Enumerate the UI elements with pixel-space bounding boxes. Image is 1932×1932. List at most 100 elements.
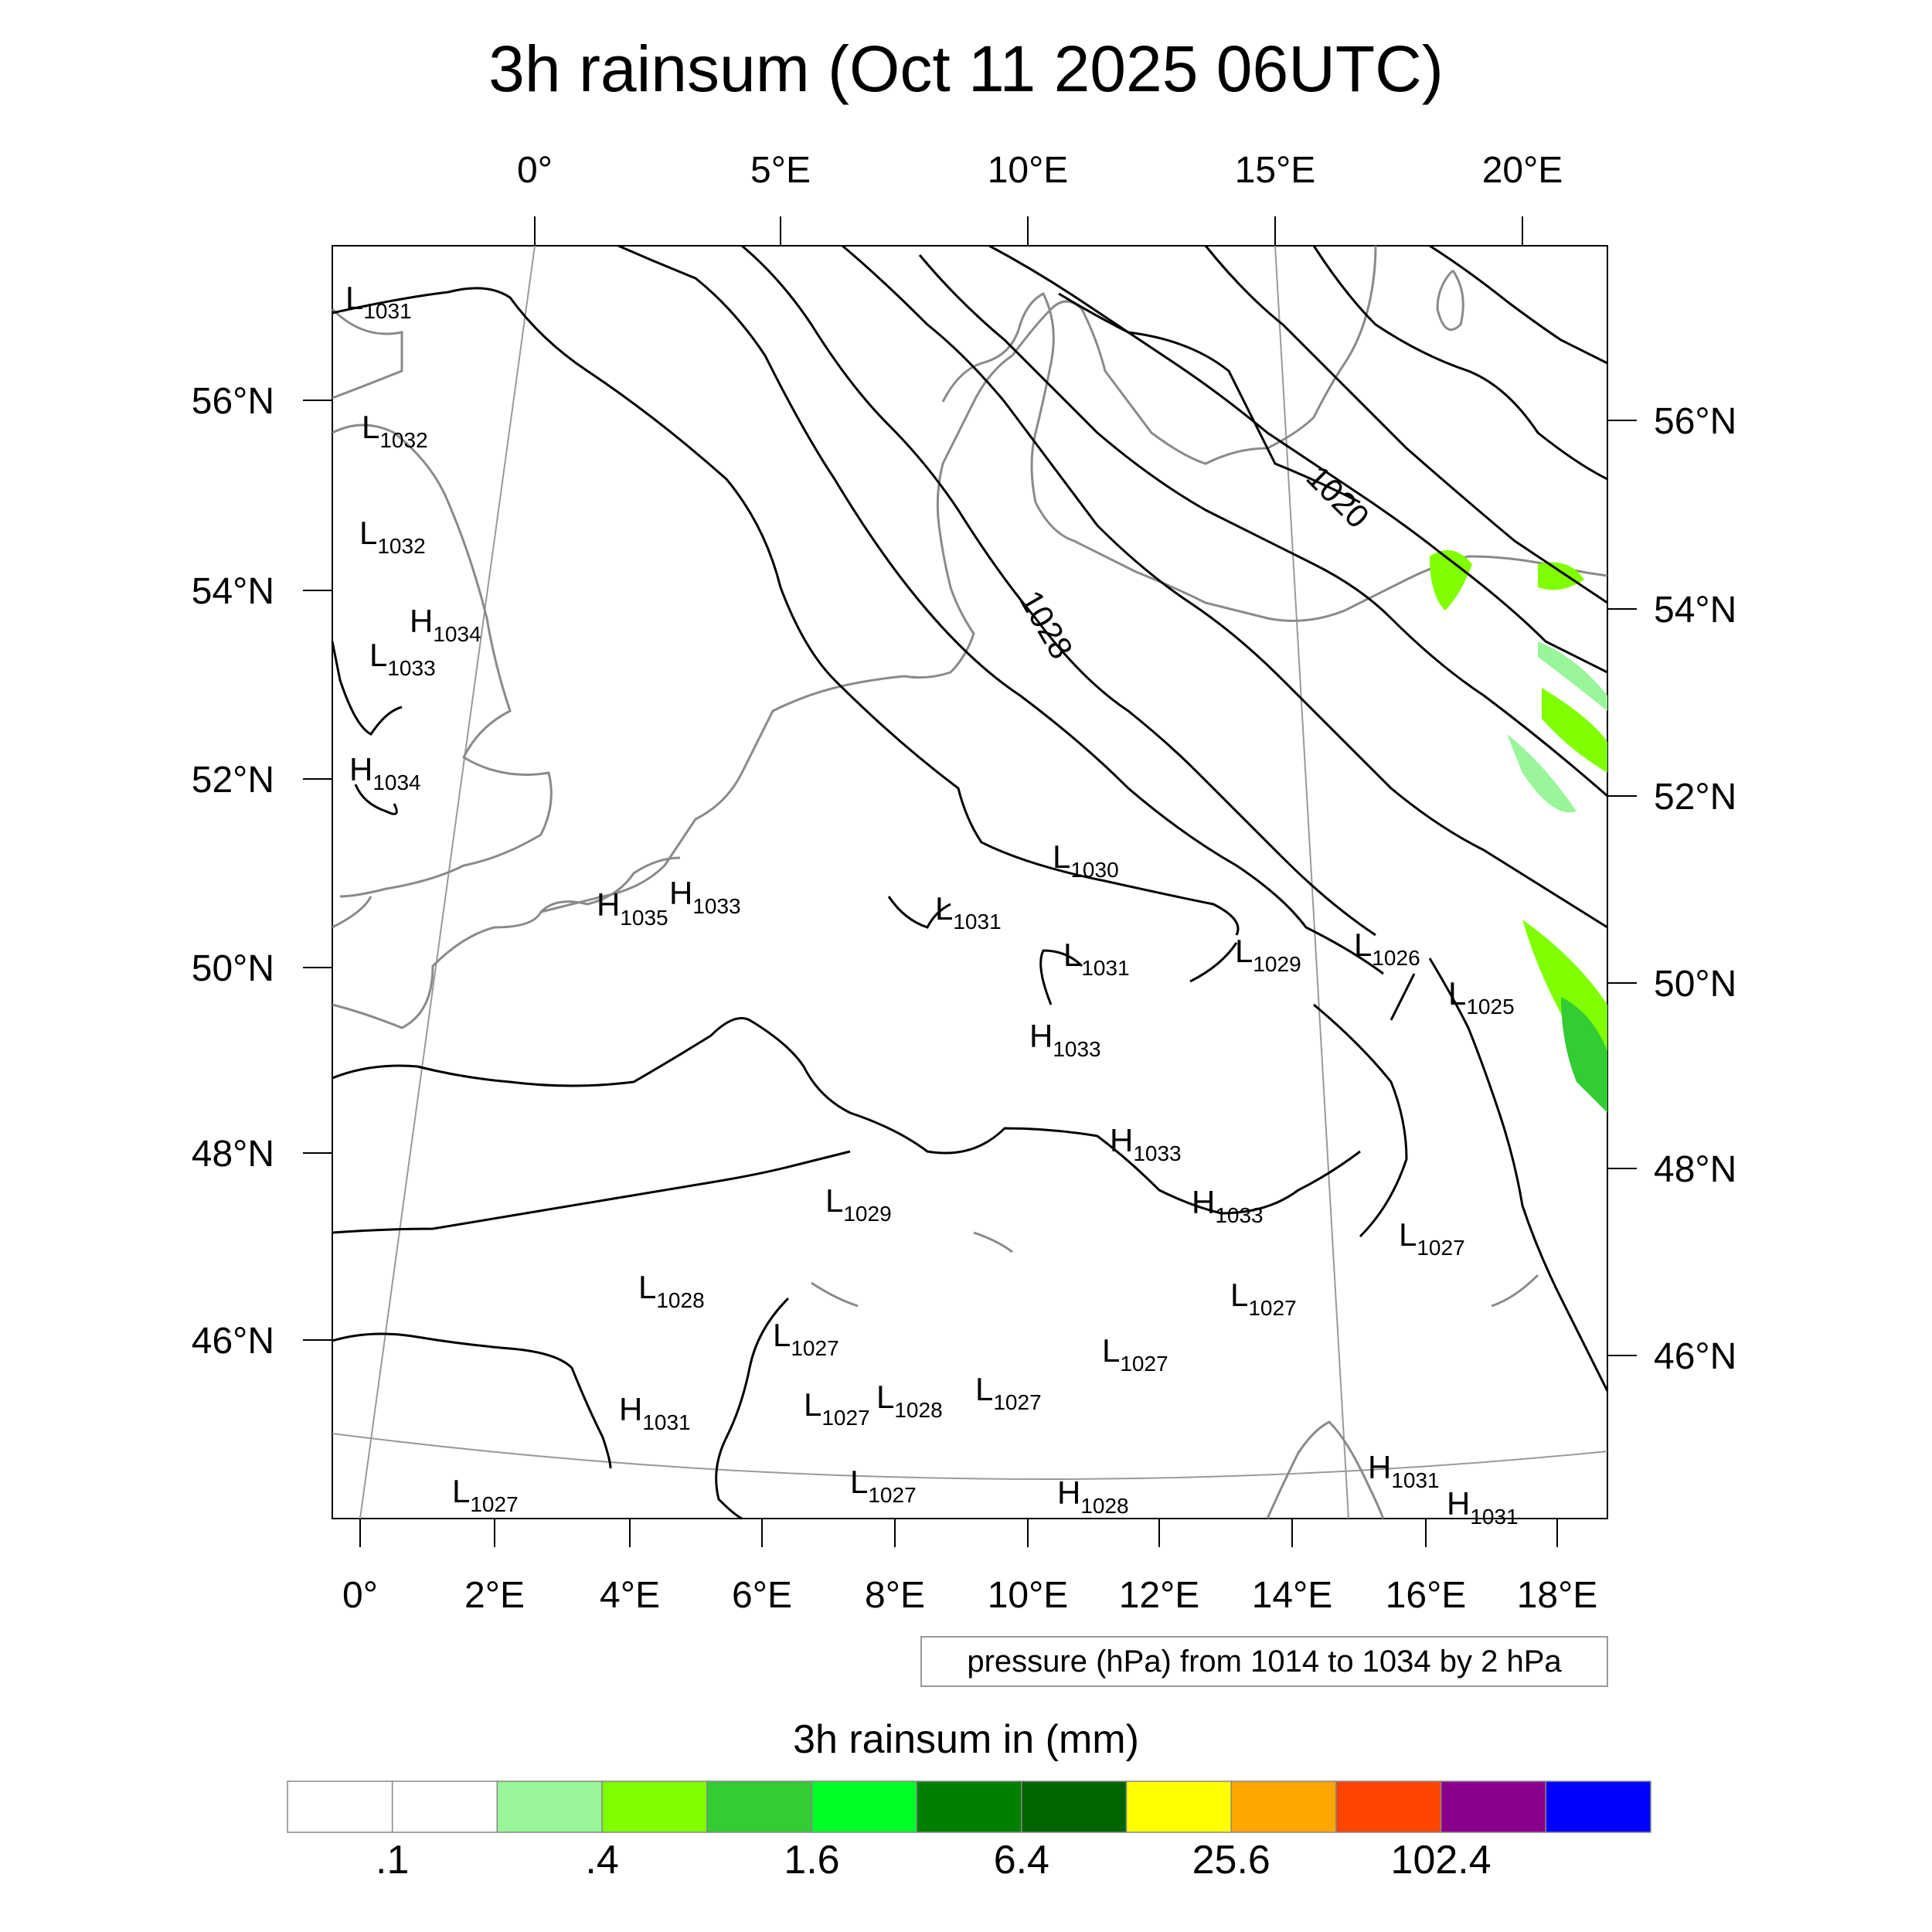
pressure-center-label: L1031 <box>1063 937 1130 980</box>
pressure-center-label: L1031 <box>935 890 1002 934</box>
pressure-center-label: H1034 <box>349 751 421 794</box>
bottom-lon-tick: 12°E <box>1119 1575 1200 1616</box>
colorbar-tick-label: 1.6 <box>784 1838 839 1883</box>
pressure-center-label: L1027 <box>804 1386 870 1430</box>
left-lat-labels: 56°N 54°N 52°N 50°N 48°N 46°N <box>192 381 274 1362</box>
colorbar-tick-label: .1 <box>376 1838 409 1883</box>
bottom-lon-tick: 14°E <box>1252 1575 1333 1616</box>
pressure-center-label: L1031 <box>345 280 412 323</box>
pressure-center-label: L1029 <box>1235 933 1301 976</box>
isobar-8 <box>1204 245 1608 604</box>
pressure-center-label: H1033 <box>1110 1122 1182 1165</box>
top-lon-labels: 0° 5°E 10°E 15°E 20°E <box>517 150 1563 191</box>
bottom-lon-tick: 0° <box>342 1575 378 1616</box>
pressure-center-label: L1028 <box>638 1269 705 1312</box>
bottom-lon-tick: 6°E <box>732 1575 792 1616</box>
pressure-center-label: L1027 <box>1102 1332 1168 1376</box>
bottom-lon-tick: 4°E <box>600 1575 660 1616</box>
pressure-center-label: L1027 <box>1399 1216 1465 1260</box>
isobar-20 <box>1189 942 1238 983</box>
right-lat-labels: 56°N 54°N 52°N 50°N 48°N 46°N <box>1654 401 1736 1377</box>
isobar-3 <box>741 244 1376 937</box>
colorbar-swatch <box>1545 1781 1651 1833</box>
bottom-lon-labels: 0° 2°E 4°E 6°E 8°E 10°E 12°E 14°E 16°E 1… <box>342 1575 1597 1616</box>
rainfall-areas <box>1430 550 1607 1113</box>
top-lon-tick: 10°E <box>988 150 1069 191</box>
colorbar-swatch <box>391 1781 498 1833</box>
rain-area-3 <box>1538 641 1607 711</box>
top-lon-tick: 5°E <box>750 150 811 191</box>
pressure-center-label: L1027 <box>975 1371 1042 1414</box>
isobar-21 <box>354 784 398 815</box>
isobar-11 <box>332 1017 1361 1215</box>
graticule <box>332 245 1608 1519</box>
pressure-center-label: H1031 <box>619 1391 691 1434</box>
pressure-center-label: L1026 <box>1354 927 1420 970</box>
coast-britain <box>331 308 553 898</box>
lake-balaton <box>1491 1274 1539 1308</box>
pressure-center-label: L1027 <box>1230 1277 1297 1320</box>
parallel-45n <box>332 1433 1608 1480</box>
rain-area-7 <box>1561 997 1607 1113</box>
colorbar-swatch <box>1440 1781 1547 1833</box>
left-lat-tick: 46°N <box>192 1321 274 1362</box>
right-lat-tick: 50°N <box>1654 964 1736 1005</box>
island-gotland <box>1436 269 1464 332</box>
top-lon-tick: 15°E <box>1235 150 1316 191</box>
meridian-15e <box>1274 245 1349 1519</box>
coast-adriatic <box>1266 1420 1385 1519</box>
pressure-center-label: L1033 <box>369 637 436 680</box>
contour-info-box <box>920 1636 1608 1687</box>
colorbar-swatch <box>1230 1781 1337 1833</box>
bottom-lon-tick: 2°E <box>464 1575 525 1616</box>
colorbar-swatch <box>496 1781 603 1833</box>
isobar-17 <box>1389 973 1416 1021</box>
isobar-13 <box>332 1332 612 1469</box>
coast-jutland <box>941 291 1075 543</box>
colorbar-swatch <box>811 1781 917 1833</box>
top-lon-tick: 20°E <box>1482 150 1563 191</box>
colorbar-swatch <box>1125 1781 1232 1833</box>
pressure-center-label: H1034 <box>410 603 481 646</box>
right-lat-tick: 52°N <box>1654 777 1736 818</box>
pressure-center-label: L1027 <box>850 1464 917 1507</box>
pressure-center-label: H1031 <box>1447 1485 1519 1529</box>
coast-continent <box>540 354 1013 913</box>
isobar-7 <box>1058 292 1361 504</box>
isobar-5 <box>918 254 1608 798</box>
right-lat-tick: 54°N <box>1654 590 1736 631</box>
isobar-2 <box>617 244 1384 975</box>
pressure-center-label: L1032 <box>362 409 428 452</box>
pressure-center-label: H1033 <box>669 875 741 918</box>
colorbar-swatch <box>601 1781 708 1833</box>
isobar-6 <box>988 244 1608 674</box>
colorbar-tick-label: 25.6 <box>1192 1838 1270 1883</box>
left-lat-tick: 48°N <box>192 1134 274 1175</box>
pressure-center-label: H1035 <box>597 886 668 930</box>
pressure-center-label: H1033 <box>1029 1018 1101 1061</box>
pressure-center-label: L1030 <box>1053 838 1119 882</box>
ticks <box>303 216 1637 1547</box>
bottom-lon-tick: 10°E <box>988 1575 1069 1616</box>
bottom-lon-tick: 8°E <box>865 1575 925 1616</box>
contour-info-text: pressure (hPa) from 1014 to 1034 by 2 hP… <box>967 1645 1562 1679</box>
colorbar-swatch <box>287 1781 393 1833</box>
colorbar-tick-label: 102.4 <box>1391 1838 1492 1883</box>
colorbar-swatch <box>1335 1781 1442 1833</box>
right-lat-tick: 56°N <box>1654 401 1736 442</box>
rain-area-4 <box>1542 688 1607 773</box>
rain-area-5 <box>1507 734 1577 813</box>
isobar-14 <box>715 1297 790 1520</box>
coast-channel <box>332 856 681 1029</box>
isobar-4 <box>842 244 1608 929</box>
right-lat-tick: 48°N <box>1654 1149 1736 1190</box>
meridian-0 <box>359 245 536 1519</box>
isobar-9 <box>1312 245 1608 481</box>
isobar-22 <box>331 641 403 736</box>
left-lat-tick: 50°N <box>192 948 274 989</box>
pressure-centers: L1031L1032L1032H1034L1033H1034H1035H1033… <box>345 280 1519 1529</box>
colorbar-title: 3h rainsum in (mm) <box>793 1717 1139 1762</box>
left-lat-tick: 52°N <box>192 760 274 801</box>
bottom-lon-tick: 16°E <box>1386 1575 1467 1616</box>
pressure-center-label: L1027 <box>452 1473 519 1516</box>
